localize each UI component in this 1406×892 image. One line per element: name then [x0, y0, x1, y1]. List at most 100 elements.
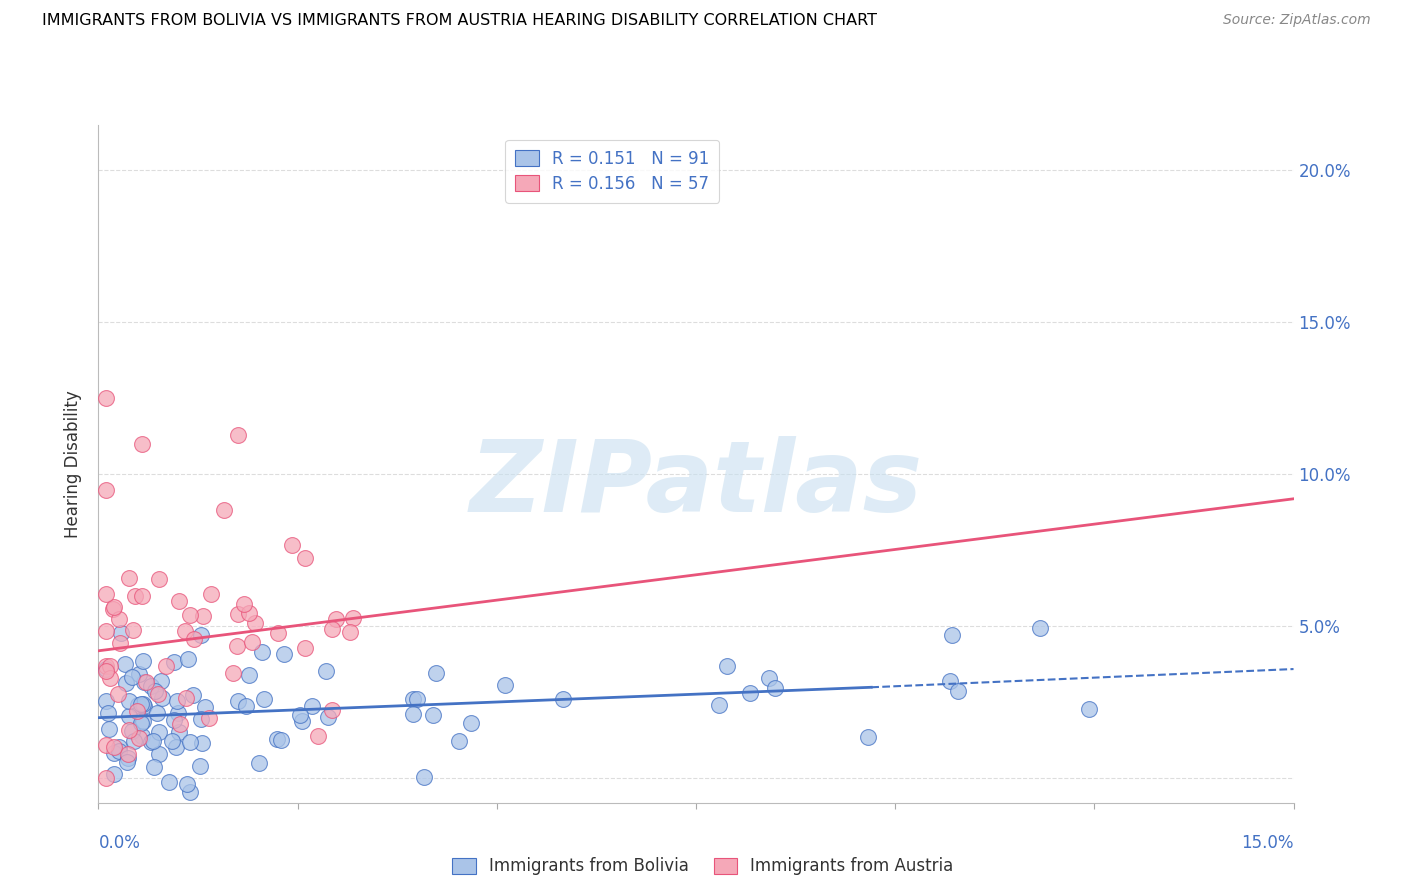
Text: Source: ZipAtlas.com: Source: ZipAtlas.com: [1223, 13, 1371, 28]
Point: [131, 698, 153, 712]
Point: [121, 723, 143, 738]
Point: [422, 708, 444, 723]
Point: [191, 609, 214, 624]
Point: [146, 706, 169, 721]
Point: [96, 662, 118, 676]
Point: [406, 692, 429, 706]
Point: [96, 587, 118, 601]
Point: [108, 740, 131, 755]
Point: [117, 747, 139, 761]
Point: [117, 571, 139, 585]
Point: [238, 668, 260, 682]
Point: [143, 684, 166, 698]
Point: [294, 551, 316, 566]
Point: [96, 392, 118, 406]
Point: [402, 707, 425, 722]
Point: [139, 735, 162, 749]
Text: IMMIGRANTS FROM BOLIVIA VS IMMIGRANTS FROM AUSTRIA HEARING DISABILITY CORRELATIO: IMMIGRANTS FROM BOLIVIA VS IMMIGRANTS FR…: [42, 13, 877, 29]
Point: [190, 628, 212, 642]
Point: [107, 687, 129, 701]
Point: [157, 775, 180, 789]
Point: [1028, 621, 1050, 635]
Point: [103, 746, 125, 760]
Point: [200, 587, 222, 601]
Point: [245, 616, 267, 631]
Point: [294, 641, 316, 656]
Point: [425, 666, 447, 681]
Point: [716, 659, 738, 673]
Point: [253, 692, 276, 706]
Point: [118, 723, 141, 737]
Point: [96, 694, 118, 708]
Point: [96, 772, 118, 786]
Point: [167, 594, 190, 608]
Point: [122, 623, 145, 637]
Point: [103, 599, 125, 614]
Point: [226, 428, 249, 442]
Point: [267, 626, 290, 640]
Point: [176, 777, 198, 791]
Point: [174, 624, 197, 639]
Point: [235, 699, 257, 714]
Point: [132, 654, 155, 668]
Point: [131, 589, 153, 603]
Point: [131, 714, 153, 728]
Point: [179, 607, 201, 622]
Point: [1078, 701, 1101, 715]
Point: [551, 692, 574, 706]
Point: [226, 640, 249, 654]
Point: [183, 689, 205, 703]
Point: [758, 671, 780, 685]
Point: [122, 733, 145, 747]
Point: [117, 755, 139, 769]
Point: [941, 628, 963, 642]
Legend: R = 0.151   N = 91, R = 0.156   N = 57: R = 0.151 N = 91, R = 0.156 N = 57: [505, 140, 720, 202]
Point: [110, 626, 132, 640]
Point: [131, 697, 153, 711]
Point: [252, 645, 274, 659]
Point: [148, 747, 170, 761]
Point: [115, 675, 138, 690]
Point: [291, 714, 314, 728]
Point: [118, 709, 141, 723]
Point: [167, 725, 190, 739]
Point: [160, 734, 183, 748]
Y-axis label: Hearing Disability: Hearing Disability: [65, 390, 83, 538]
Point: [121, 670, 143, 684]
Point: [98, 659, 121, 673]
Point: [412, 770, 434, 784]
Point: [118, 694, 141, 708]
Point: [197, 711, 219, 725]
Point: [96, 624, 118, 638]
Point: [226, 607, 249, 621]
Point: [163, 713, 186, 727]
Point: [290, 707, 312, 722]
Point: [226, 694, 249, 708]
Point: [150, 673, 173, 688]
Point: [325, 612, 347, 626]
Point: [96, 659, 118, 673]
Point: [740, 686, 762, 700]
Point: [460, 715, 482, 730]
Point: [148, 572, 170, 586]
Point: [316, 710, 339, 724]
Point: [163, 656, 186, 670]
Point: [166, 694, 188, 708]
Point: [103, 602, 125, 616]
Point: [190, 712, 212, 726]
Point: [134, 674, 156, 689]
Point: [166, 706, 188, 720]
Point: [124, 589, 146, 603]
Point: [131, 729, 153, 743]
Point: [146, 687, 169, 701]
Point: [127, 698, 149, 712]
Point: [266, 732, 288, 747]
Point: [707, 698, 730, 712]
Point: [131, 437, 153, 451]
Point: [856, 730, 879, 744]
Point: [103, 739, 125, 754]
Point: [129, 716, 152, 731]
Point: [763, 681, 786, 695]
Point: [142, 733, 165, 747]
Point: [96, 483, 118, 497]
